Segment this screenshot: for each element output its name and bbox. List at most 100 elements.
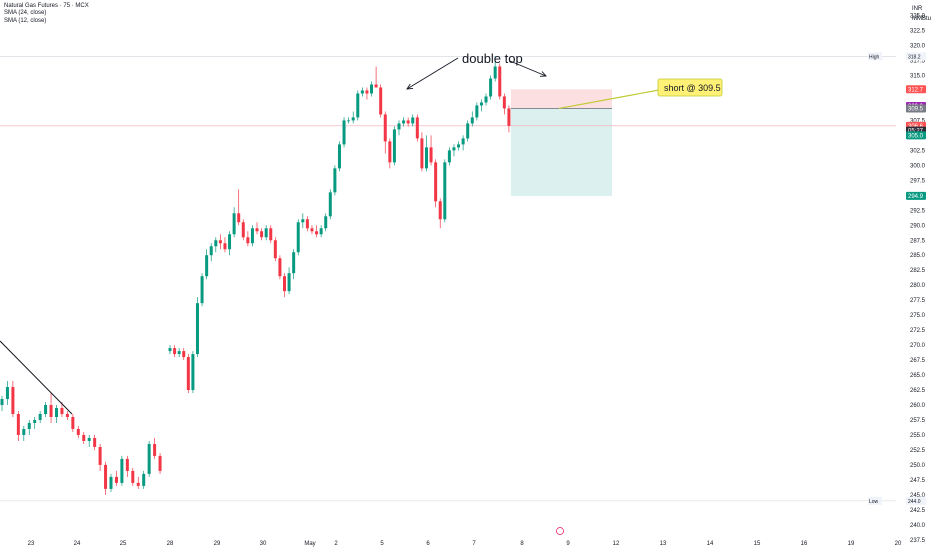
- candle-body: [237, 213, 241, 223]
- symbol-title[interactable]: Natural Gas Futures · 75 · MCX: [4, 3, 89, 9]
- x-tick-label: 19: [848, 541, 855, 547]
- candle-body: [310, 228, 314, 232]
- candle-body: [452, 147, 456, 151]
- double-top-arrow-right[interactable]: [509, 60, 547, 77]
- price-badge[interactable]: [906, 104, 926, 113]
- y-tick-label: 285.0: [910, 253, 926, 259]
- candle-body: [104, 464, 108, 489]
- candle-body: [324, 216, 328, 229]
- candle-body: [415, 117, 419, 139]
- x-tick-label: 20: [895, 541, 902, 547]
- y-tick-label: 245.0: [910, 493, 926, 499]
- x-tick-label: 6: [426, 541, 430, 547]
- high-badge-label: 318.2: [908, 54, 921, 60]
- price-badge[interactable]: [906, 191, 926, 200]
- candle-body: [424, 147, 428, 169]
- x-tick-label: 28: [167, 541, 174, 547]
- candle-body: [466, 123, 470, 139]
- candle-body: [319, 228, 323, 235]
- x-tick-label: 16: [801, 541, 808, 547]
- candle-body: [296, 222, 300, 253]
- y-tick-label: 317.5: [910, 59, 926, 65]
- double-top-arrow-right-head: [539, 71, 547, 77]
- x-tick-label: 14: [707, 541, 714, 547]
- price-badge-label: 305.0: [908, 133, 924, 139]
- price-badge[interactable]: [906, 131, 926, 140]
- y-tick-label: 252.5: [910, 448, 926, 454]
- candle-body: [33, 419, 37, 423]
- take-profit-zone[interactable]: [510, 108, 612, 196]
- candle-body: [71, 416, 75, 429]
- y-tick-label: 250.0: [910, 463, 926, 469]
- x-tick-label: 25: [120, 541, 127, 547]
- short-callout-box[interactable]: [657, 78, 723, 97]
- price-badge[interactable]: [906, 85, 926, 94]
- y-tick-label: 265.0: [910, 373, 926, 379]
- y-tick-label: 275.0: [910, 313, 926, 319]
- candle-body: [383, 114, 387, 142]
- y-tick-label: 242.5: [910, 508, 926, 514]
- candle-body: [76, 428, 80, 435]
- stop-loss-zone[interactable]: [510, 89, 612, 109]
- candle-body: [136, 482, 140, 486]
- y-tick-label: 267.5: [910, 358, 926, 364]
- price-badge-label: 294.9: [908, 194, 924, 200]
- candle-body: [93, 437, 97, 447]
- candle-body: [278, 258, 282, 277]
- candle-body: [260, 231, 264, 238]
- high-tag-label: High: [869, 54, 880, 60]
- candle-body: [246, 237, 250, 244]
- time-axis[interactable]: 23 24 25 28 29 30 May 2 5 6 7 8 9 12 13 14 15 16 19 20: [28, 527, 902, 548]
- candle-body: [168, 348, 172, 352]
- candle-body: [158, 455, 162, 471]
- high-tag: [868, 52, 882, 61]
- sma-24-label[interactable]: SMA (24, close): [4, 10, 47, 17]
- candle-body: [218, 240, 222, 244]
- candle-body: [470, 117, 474, 124]
- candle-body: [443, 162, 447, 220]
- candle-body: [328, 192, 332, 217]
- candle-body: [438, 201, 442, 220]
- y-tick-label: 277.5: [910, 298, 926, 304]
- double-top-arrow-left[interactable]: [406, 57, 459, 90]
- x-tick-label: 23: [28, 541, 35, 547]
- low-tag-label: Low: [869, 499, 879, 505]
- price-axis[interactable]: 237.5 240.0 242.5 245.0 247.5 250.0 252.5 255.0…: [868, 6, 931, 544]
- y-tick-label: 300.0: [910, 163, 926, 169]
- y-tick-label: 292.5: [910, 208, 926, 214]
- drawings-group: double top short @ 309.5: [0, 51, 723, 415]
- candle-body: [87, 437, 91, 441]
- y-tick-label: 255.0: [910, 433, 926, 439]
- candle-body: [38, 413, 42, 420]
- candle-body: [186, 357, 190, 391]
- candle-body: [173, 348, 177, 355]
- candle-body: [214, 240, 218, 247]
- candle-body: [49, 405, 53, 417]
- x-tick-label: 5: [380, 541, 384, 547]
- y-tick-label: 270.0: [910, 343, 926, 349]
- candle-body: [228, 234, 232, 250]
- candle-body: [498, 66, 502, 97]
- candle-body: [195, 303, 199, 355]
- candle-body: [241, 222, 245, 238]
- candle-body: [16, 413, 20, 435]
- candle-body: [60, 408, 64, 414]
- x-tick-label: 7: [472, 541, 476, 547]
- y-tick-label: 325.0: [910, 14, 926, 20]
- candle-body: [0, 399, 4, 406]
- x-tick-label: 12: [613, 541, 620, 547]
- candle-body: [11, 387, 15, 414]
- candle-body: [447, 150, 451, 163]
- y-tick-label: 237.5: [910, 538, 926, 544]
- sma-12-label[interactable]: SMA (12, close): [4, 17, 47, 24]
- event-marker-icon[interactable]: [556, 527, 564, 535]
- candle-body: [283, 276, 286, 292]
- candle-body: [360, 90, 364, 94]
- candle-body: [292, 252, 296, 274]
- position-zones: [510, 89, 612, 196]
- trendline[interactable]: [0, 340, 73, 415]
- candle-body: [22, 428, 26, 435]
- y-tick-label: 297.5: [910, 178, 926, 184]
- candle-body: [232, 213, 236, 235]
